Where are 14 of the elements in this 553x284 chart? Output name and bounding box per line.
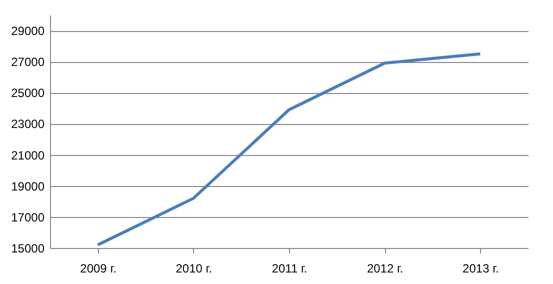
x-tick-label: 2009 г. [80, 262, 116, 276]
y-tick-label: 27000 [11, 55, 45, 70]
y-tick-label: 29000 [11, 24, 45, 38]
x-tick-label: 2011 г. [272, 262, 308, 276]
x-tick-label: 2012 г. [366, 262, 404, 276]
x-tick-label: 2013 г. [462, 262, 499, 276]
y-tick-label: 17000 [11, 210, 45, 224]
y-tick-label: 15000 [11, 242, 45, 256]
y-tick-label: 19000 [11, 179, 45, 194]
x-tick-label: 2010 г. [176, 262, 212, 276]
y-tick-label: 25000 [11, 86, 45, 100]
y-tick-label: 21000 [11, 148, 45, 162]
line-series [96, 52, 482, 246]
y-tick-label: 23000 [11, 117, 45, 132]
